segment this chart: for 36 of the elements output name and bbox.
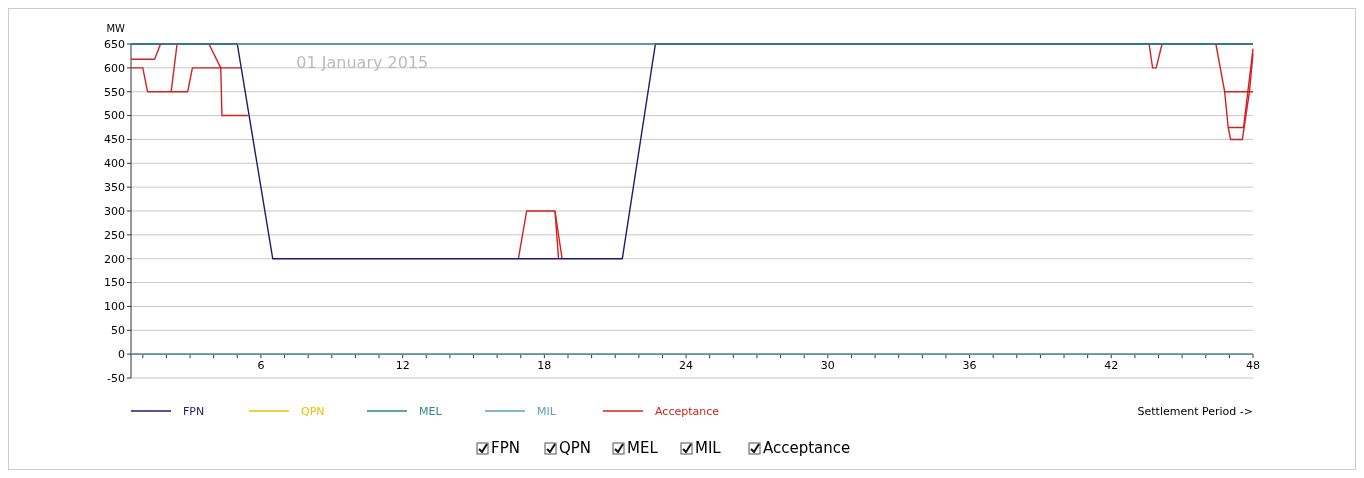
y-axis-title: MW: [106, 23, 126, 34]
y-tick-label: 50: [111, 324, 125, 338]
text: QPN: [559, 439, 592, 457]
y-tick-label: 600: [104, 61, 125, 75]
x-tick-label: 30: [820, 359, 835, 373]
y-tick-label: 400: [104, 157, 125, 171]
legend-label: QPN: [301, 404, 325, 418]
text: MIL: [695, 439, 721, 457]
x-tick-label: 42: [1104, 359, 1119, 373]
text: FPN: [491, 439, 520, 457]
x-tick-label: 18: [537, 359, 552, 373]
y-tick-label: 100: [104, 300, 125, 314]
legend-label: MEL: [419, 404, 443, 418]
x-tick-label: 24: [679, 359, 694, 373]
y-tick-label: 200: [104, 252, 125, 266]
y-tick-label: 500: [104, 109, 125, 123]
y-tick-label: 300: [104, 204, 125, 218]
x-tick-label: 6: [257, 359, 265, 373]
y-tick-label: 250: [104, 228, 125, 242]
x-axis-title: Settlement Period ->: [1137, 404, 1253, 418]
legend-label: FPN: [183, 404, 205, 418]
x-tick-label: 48: [1246, 359, 1260, 373]
x-tick-label: 36: [962, 359, 977, 373]
annotation: 01 January 2015: [296, 53, 429, 72]
y-tick-label: 150: [104, 276, 125, 290]
y-tick-label: 550: [104, 85, 125, 99]
y-tick-label: 450: [104, 133, 125, 147]
x-tick-label: 12: [395, 359, 410, 373]
y-tick-label: 650: [104, 37, 125, 51]
y-tick-label: 350: [104, 180, 125, 194]
legend-label: Acceptance: [655, 404, 720, 418]
legend-label: MIL: [537, 404, 557, 418]
y-tick-label: 0: [118, 347, 125, 361]
y-tick-label: -50: [107, 371, 125, 385]
text: Acceptance: [763, 439, 851, 457]
text: MEL: [627, 439, 658, 457]
